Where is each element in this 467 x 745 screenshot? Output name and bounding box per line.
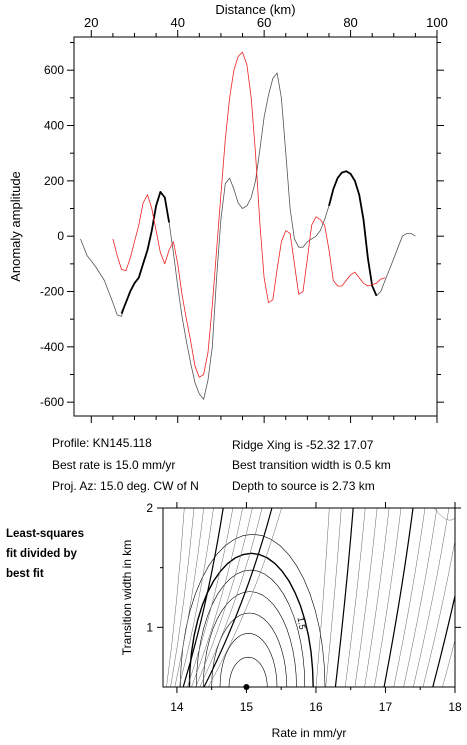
ridge-crossing-label: Ridge Xing is -52.32 17.07 bbox=[232, 438, 374, 452]
contour-line bbox=[442, 639, 455, 687]
x-axis-title: Distance (km) bbox=[215, 2, 295, 17]
contour-line bbox=[364, 508, 390, 687]
contour-line bbox=[196, 569, 306, 687]
contour-line bbox=[334, 508, 354, 687]
observed_fit_window-series-line bbox=[120, 191, 170, 314]
x-tick-label: 20 bbox=[84, 15, 98, 30]
side-note: Least-squares fit divided by best fit bbox=[6, 524, 84, 584]
side-note-line: Least-squares bbox=[6, 528, 84, 540]
y-tick-label: 400 bbox=[44, 119, 64, 133]
x-tick-label: 60 bbox=[257, 15, 271, 30]
contour-line bbox=[413, 508, 450, 687]
contour-line bbox=[174, 508, 204, 687]
x-tick-label: 17 bbox=[379, 700, 393, 714]
contour-line bbox=[203, 508, 273, 687]
contour-plot-frame bbox=[162, 507, 456, 688]
best-rate-label: Best rate is 15.0 mm/yr bbox=[52, 458, 176, 472]
contour-line bbox=[199, 508, 263, 687]
contour-line bbox=[170, 508, 195, 687]
model-series-line bbox=[112, 51, 386, 378]
side-note-line: fit divided by bbox=[6, 548, 77, 560]
y-tick-label: 600 bbox=[44, 63, 64, 77]
anomaly-profile-chart: 20 40 60 80 100 -600 -400 -200 0 200 400 600 Distan… bbox=[8, 2, 448, 423]
contour-line bbox=[315, 508, 330, 687]
y-tick-label: 0 bbox=[57, 229, 64, 243]
projection-azimuth-label: Proj. Az: 15.0 deg. CW of N bbox=[52, 479, 199, 493]
contour-line bbox=[422, 539, 455, 687]
best-fit-point bbox=[243, 684, 250, 690]
y-axis-title: Transition width in km bbox=[120, 540, 134, 656]
contour-line bbox=[433, 508, 455, 521]
contour-line bbox=[178, 508, 214, 687]
side-note-line: best fit bbox=[6, 568, 44, 580]
best-transition-width-label: Best transition width is 0.5 km bbox=[232, 458, 391, 472]
contour-lines bbox=[166, 508, 455, 687]
y-tick-label: -200 bbox=[40, 285, 64, 299]
contour-line bbox=[383, 508, 414, 687]
rate-width-contour-chart: 14 15 16 17 18 1 2 1.5 Rate in mm/yr Transitio… bbox=[120, 501, 462, 740]
contour-line bbox=[211, 612, 288, 687]
contour-line bbox=[188, 552, 314, 687]
contour-line bbox=[182, 508, 224, 687]
profile-label: Profile: KN145.118 bbox=[52, 436, 152, 450]
contour-chart-ticks: 14 15 16 17 18 1 2 bbox=[146, 501, 462, 714]
contour-line bbox=[325, 508, 342, 687]
contour-line bbox=[207, 508, 282, 687]
contour-line bbox=[432, 593, 455, 687]
x-tick-label: 16 bbox=[309, 700, 323, 714]
x-axis-title: Rate in mm/yr bbox=[272, 726, 347, 740]
y-tick-label: 200 bbox=[44, 174, 64, 188]
x-tick-label: 100 bbox=[426, 15, 448, 30]
contour-line bbox=[374, 508, 402, 687]
x-tick-label: 18 bbox=[448, 700, 462, 714]
contour-line bbox=[191, 508, 243, 687]
contour-line bbox=[219, 632, 278, 687]
x-tick-label: 14 bbox=[170, 700, 184, 714]
source-depth-label: Depth to source is 2.73 km bbox=[232, 479, 375, 493]
contour-line bbox=[166, 508, 185, 687]
x-tick-label: 80 bbox=[343, 15, 357, 30]
y-tick-label: -400 bbox=[40, 340, 64, 354]
x-tick-label: 15 bbox=[240, 700, 254, 714]
x-tick-label: 40 bbox=[170, 15, 184, 30]
contour-line bbox=[393, 508, 426, 687]
contour-line bbox=[228, 656, 268, 687]
top-chart-ticks: 20 40 60 80 100 -600 -400 -200 0 200 400 600 bbox=[40, 15, 448, 423]
contour-line bbox=[403, 508, 438, 687]
observed_fit_window-series-line bbox=[328, 170, 378, 297]
contour-line bbox=[195, 508, 253, 687]
contour-line bbox=[187, 508, 234, 687]
contour-line bbox=[344, 508, 366, 687]
top-plot-frame bbox=[73, 36, 438, 417]
y-tick-label: -600 bbox=[40, 395, 64, 409]
y-tick-label: 2 bbox=[146, 501, 153, 515]
contour-line bbox=[180, 533, 326, 687]
top-chart-lines bbox=[80, 51, 416, 400]
contour-line bbox=[354, 508, 378, 687]
y-tick-label: 1 bbox=[146, 620, 153, 634]
contour-line bbox=[203, 591, 297, 687]
y-axis-title: Anomaly amplitude bbox=[8, 171, 23, 282]
contour-label: 1.5 bbox=[296, 616, 308, 630]
